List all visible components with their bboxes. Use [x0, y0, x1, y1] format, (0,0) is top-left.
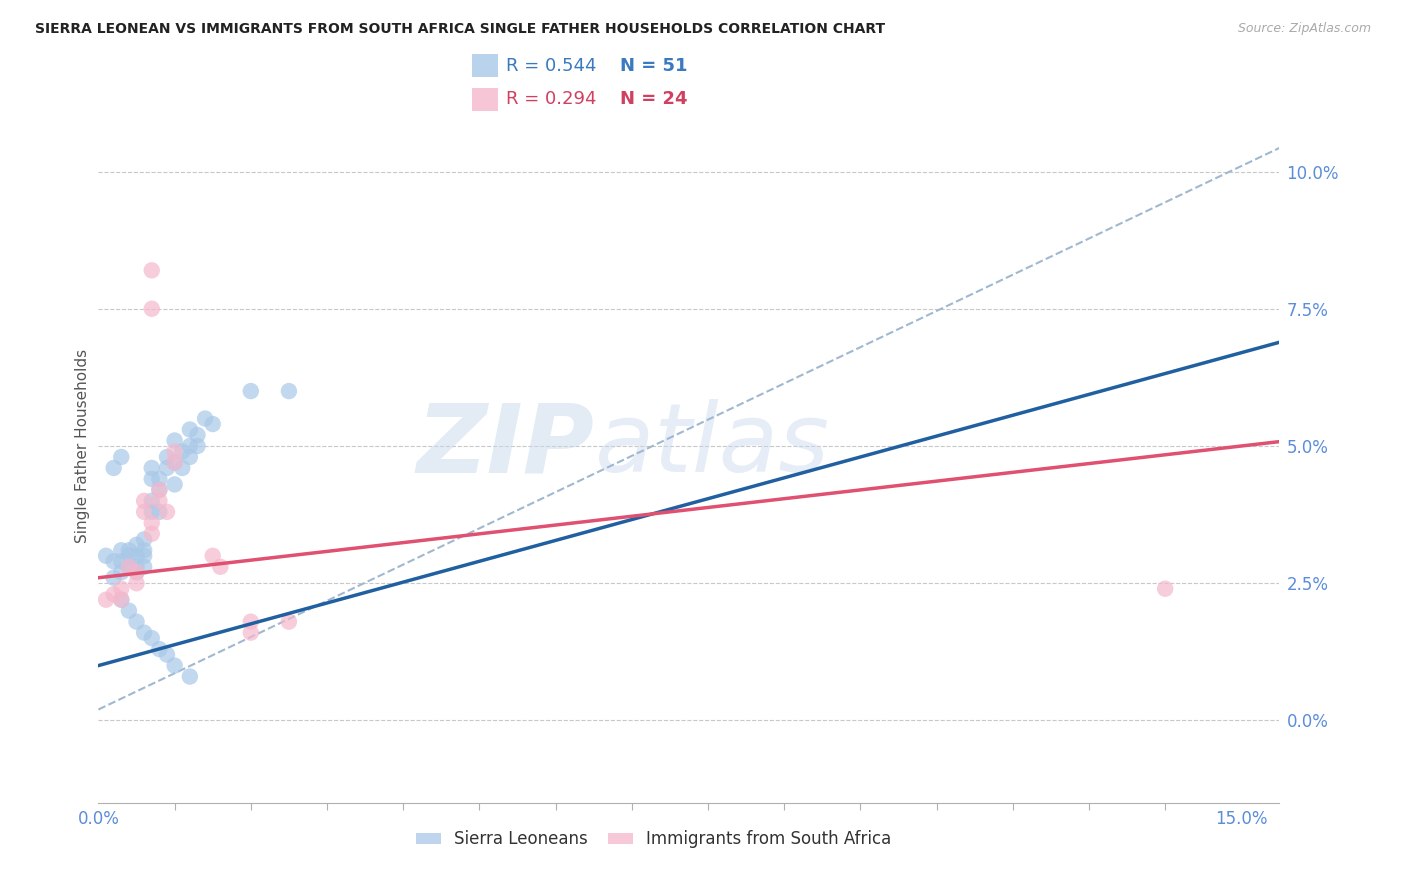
Point — [125, 576, 148, 591]
Text: atlas: atlas — [595, 400, 830, 492]
Point — [103, 587, 125, 601]
Point — [179, 450, 201, 464]
Point — [134, 494, 156, 508]
Text: Source: ZipAtlas.com: Source: ZipAtlas.com — [1237, 22, 1371, 36]
Text: R = 0.294: R = 0.294 — [506, 90, 596, 108]
Point — [141, 263, 163, 277]
Point — [163, 658, 186, 673]
Point — [110, 592, 132, 607]
Point — [148, 642, 170, 657]
Text: N = 51: N = 51 — [620, 57, 688, 75]
Point — [110, 566, 132, 580]
Point — [148, 494, 170, 508]
Point — [141, 461, 163, 475]
Point — [201, 549, 224, 563]
Point — [186, 428, 208, 442]
Point — [103, 571, 125, 585]
Text: R = 0.544: R = 0.544 — [506, 57, 596, 75]
Point — [172, 444, 194, 458]
Point — [141, 301, 163, 316]
Point — [125, 615, 148, 629]
Point — [239, 615, 262, 629]
Point — [172, 461, 194, 475]
Bar — [472, 54, 498, 78]
Point — [201, 417, 224, 431]
Point — [110, 554, 132, 568]
Point — [239, 625, 262, 640]
Point — [110, 582, 132, 596]
Point — [141, 516, 163, 530]
Point — [141, 631, 163, 645]
Text: N = 24: N = 24 — [620, 90, 688, 108]
Point — [179, 439, 201, 453]
Point — [163, 455, 186, 469]
Point — [141, 505, 163, 519]
Point — [125, 566, 148, 580]
Point — [141, 494, 163, 508]
Point — [148, 483, 170, 497]
Point — [277, 615, 299, 629]
Point — [134, 549, 156, 563]
Point — [179, 423, 201, 437]
Text: ZIP: ZIP — [416, 400, 595, 492]
Point — [277, 384, 299, 398]
Point — [118, 543, 141, 558]
Point — [156, 461, 179, 475]
Point — [103, 554, 125, 568]
Point — [141, 526, 163, 541]
Legend: Sierra Leoneans, Immigrants from South Africa: Sierra Leoneans, Immigrants from South A… — [409, 824, 898, 855]
Point — [186, 439, 208, 453]
Point — [156, 648, 179, 662]
Point — [163, 434, 186, 448]
Point — [134, 543, 156, 558]
Point — [94, 549, 117, 563]
Point — [156, 505, 179, 519]
Point — [156, 450, 179, 464]
Point — [125, 566, 148, 580]
Bar — [472, 87, 498, 111]
Point — [179, 669, 201, 683]
Point — [125, 549, 148, 563]
Point — [163, 455, 186, 469]
Point — [134, 533, 156, 547]
Text: SIERRA LEONEAN VS IMMIGRANTS FROM SOUTH AFRICA SINGLE FATHER HOUSEHOLDS CORRELAT: SIERRA LEONEAN VS IMMIGRANTS FROM SOUTH … — [35, 22, 886, 37]
Point — [110, 592, 132, 607]
Point — [118, 549, 141, 563]
Point — [118, 604, 141, 618]
Point — [209, 559, 232, 574]
Point — [134, 505, 156, 519]
Point — [148, 472, 170, 486]
Point — [118, 559, 141, 574]
Point — [141, 472, 163, 486]
Point — [103, 461, 125, 475]
Point — [125, 559, 148, 574]
Point — [163, 477, 186, 491]
Point — [148, 505, 170, 519]
Point — [125, 538, 148, 552]
Point — [118, 559, 141, 574]
Y-axis label: Single Father Households: Single Father Households — [75, 349, 90, 543]
Point — [134, 559, 156, 574]
Point — [94, 592, 117, 607]
Point — [110, 543, 132, 558]
Point — [194, 411, 217, 425]
Point — [239, 384, 262, 398]
Point — [148, 483, 170, 497]
Point — [1154, 582, 1177, 596]
Point — [110, 450, 132, 464]
Point — [163, 444, 186, 458]
Point — [134, 625, 156, 640]
